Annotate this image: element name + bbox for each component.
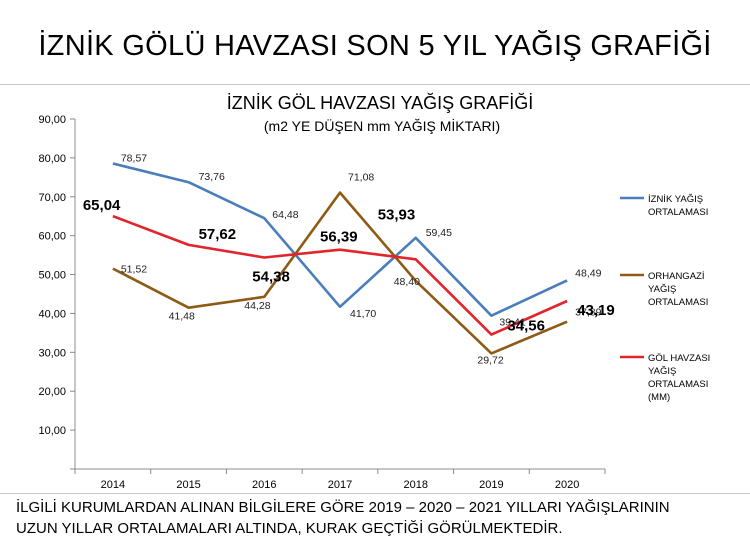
data-label-s3-2018: 53,93	[378, 206, 416, 223]
y-tick-label: 60,00	[38, 231, 66, 243]
legend-label-3: YAĞIŞ	[648, 366, 676, 377]
y-tick-label: 20,00	[38, 386, 66, 398]
legend-label-1: İZNİK YAĞIŞ	[648, 194, 703, 205]
data-label-s1-2019: 39,41	[499, 317, 525, 329]
legend-label-1: ORTALAMASI	[648, 207, 708, 218]
y-tick-label: 70,00	[38, 192, 66, 204]
chart-subtitle: (m2 YE DÜŞEN mm YAĞIŞ MİKTARI)	[264, 117, 500, 134]
axes: 90,00 80,00 70,00 60,00 50,00 40,00 30,00 20,00…	[38, 114, 606, 491]
data-label-s3-2014: 65,04	[83, 197, 121, 214]
y-tick-label: 90,00	[38, 114, 66, 126]
legend-label-2: ORTALAMASI	[648, 297, 708, 308]
footer-line-1: İLGİLİ KURUMLARDAN ALINAN BİLGİLERE GÖRE…	[16, 499, 670, 516]
y-tick-label: 30,00	[38, 347, 66, 359]
data-label-s1-2018: 59,45	[426, 227, 452, 239]
series-line-3	[112, 214, 568, 336]
x-tick-label: 2016	[252, 479, 276, 491]
data-label-s3-2016: 54,38	[252, 269, 290, 286]
legend-label-3: GÖL HAVZASI	[648, 353, 710, 364]
data-label-s2-2015: 41,48	[169, 311, 195, 323]
legend-label-3: ORTALAMASI	[648, 379, 708, 390]
legend-label-2: YAĞIŞ	[648, 284, 676, 295]
data-label-s1-2015: 73,76	[199, 171, 225, 183]
x-tick-label: 2018	[403, 479, 427, 491]
rainfall-line-chart: İZNİK GÖL HAVZASI YAĞIŞ GRAFİĞİ (m2 YE D…	[38, 92, 710, 491]
chart-container: İZNİK GÖL HAVZASI YAĞIŞ GRAFİĞİ (m2 YE D…	[0, 84, 750, 494]
y-tick-label: 50,00	[38, 270, 66, 282]
legend-label-2: ORHANGAZİ	[648, 271, 704, 282]
data-label-s3-2017: 56,39	[320, 229, 358, 246]
data-label-s3-2020: 43,19	[577, 302, 615, 319]
data-label-s2-2019: 29,72	[477, 354, 503, 366]
data-label-s1-2017: 41,70	[350, 308, 376, 320]
x-tick-label: 2020	[555, 479, 579, 491]
series-line-2	[112, 191, 568, 355]
data-label-s2-2020: 37,89	[575, 307, 601, 319]
y-tick-label: 40,00	[38, 308, 66, 320]
footer-note: İLGİLİ KURUMLARDAN ALINAN BİLGİLERE GÖRE…	[16, 497, 746, 539]
legend-label-3: (MM)	[648, 392, 670, 403]
data-label-s3-2015: 57,62	[199, 226, 237, 243]
data-label-s2-2016: 44,28	[244, 300, 270, 312]
data-label-s2-2014: 51,52	[121, 264, 147, 276]
data-label-s2-2018: 48,40	[394, 276, 420, 288]
series-line-1	[112, 162, 568, 317]
data-label-s3-2019: 34,56	[507, 318, 545, 335]
data-label-s1-2014: 78,57	[121, 152, 147, 164]
x-tick-label: 2015	[176, 479, 200, 491]
footer-line-2: UZUN YILLAR ORTALAMALARI ALTINDA, KURAK …	[16, 520, 563, 537]
page-heading: İZNİK GÖLÜ HAVZASI SON 5 YIL YAĞIŞ GRAFİ…	[38, 30, 712, 62]
data-labels: 78,57 73,76 64,48 41,70 59,45 39,41 48,49 51,52…	[83, 152, 615, 366]
x-tick-label: 2014	[101, 479, 125, 491]
y-tick-label: 80,00	[38, 153, 66, 165]
data-label-s1-2020: 48,49	[575, 267, 601, 279]
data-label-s1-2016: 64,48	[272, 209, 298, 221]
x-tick-label: 2019	[479, 479, 503, 491]
x-tick-label: 2017	[328, 479, 352, 491]
y-tick-label: 10,00	[38, 425, 66, 437]
chart-title: İZNİK GÖL HAVZASI YAĞIŞ GRAFİĞİ	[227, 92, 533, 113]
series-lines	[112, 162, 568, 355]
data-label-s2-2017: 71,08	[348, 172, 374, 184]
legend: İZNİK YAĞIŞ ORTALAMASI ORHANGAZİ YAĞIŞ ORTAL…	[620, 194, 710, 403]
